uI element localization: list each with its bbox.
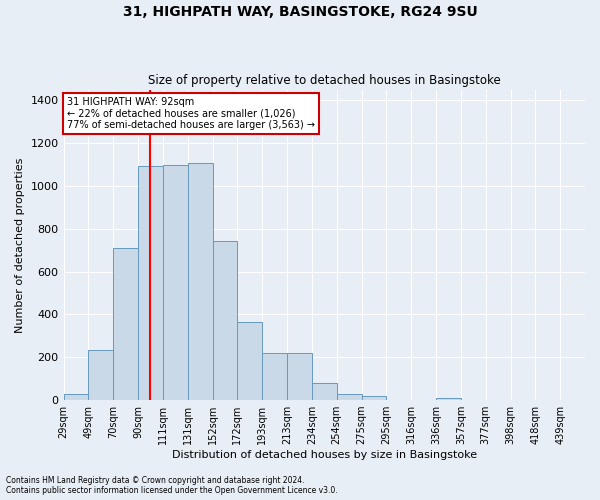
X-axis label: Distribution of detached houses by size in Basingstoke: Distribution of detached houses by size …: [172, 450, 477, 460]
Text: 31, HIGHPATH WAY, BASINGSTOKE, RG24 9SU: 31, HIGHPATH WAY, BASINGSTOKE, RG24 9SU: [122, 5, 478, 19]
Bar: [88, 350, 113, 400]
Bar: [262, 353, 287, 400]
Bar: [113, 248, 138, 400]
Bar: [436, 398, 461, 400]
Title: Size of property relative to detached houses in Basingstoke: Size of property relative to detached ho…: [148, 74, 500, 87]
Text: 31 HIGHPATH WAY: 92sqm
← 22% of detached houses are smaller (1,026)
77% of semi-: 31 HIGHPATH WAY: 92sqm ← 22% of detached…: [67, 96, 315, 130]
Bar: [238, 322, 262, 400]
Bar: [163, 164, 188, 400]
Y-axis label: Number of detached properties: Number of detached properties: [15, 157, 25, 332]
Bar: [362, 396, 386, 400]
Bar: [312, 383, 337, 400]
Bar: [287, 353, 312, 400]
Bar: [212, 240, 238, 400]
Bar: [64, 394, 88, 400]
Bar: [138, 166, 163, 400]
Bar: [337, 394, 362, 400]
Text: Contains HM Land Registry data © Crown copyright and database right 2024.
Contai: Contains HM Land Registry data © Crown c…: [6, 476, 338, 495]
Bar: [188, 164, 212, 400]
